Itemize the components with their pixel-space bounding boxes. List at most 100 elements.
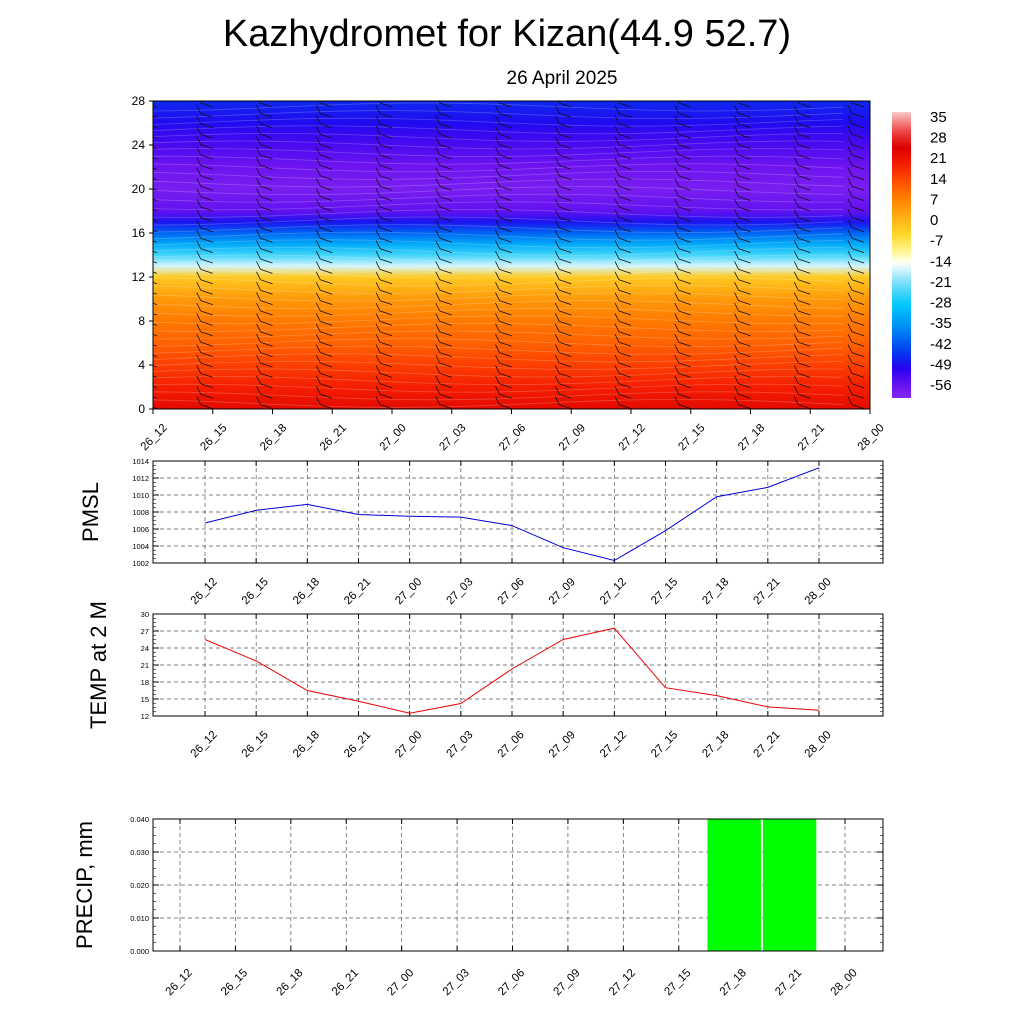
- wind-barb-flag: [315, 292, 321, 301]
- wind-barb-flag: [196, 146, 202, 156]
- ytick-label: 1014: [132, 457, 149, 466]
- wind-barb-flag: [674, 188, 680, 197]
- wind-barb: [851, 154, 865, 160]
- wind-barb-flag: [554, 334, 560, 343]
- wind-barb-flag: [378, 101, 381, 104]
- wind-barb-flag: [674, 126, 680, 135]
- wind-barb-flag: [793, 250, 799, 260]
- wind-barb: [200, 373, 213, 378]
- wind-barb: [320, 331, 333, 337]
- wind-barb-flag: [674, 219, 680, 228]
- heatmap-xtick-label: 28_00: [856, 422, 887, 453]
- wind-barb-flag: [847, 375, 853, 384]
- wind-barb: [618, 393, 632, 399]
- precip-bar: [762, 819, 817, 951]
- wind-barb-flag: [435, 282, 441, 291]
- wind-barb: [200, 383, 213, 389]
- wind-barb-flag: [793, 157, 799, 166]
- colorbar-label: -56: [930, 377, 952, 394]
- wind-barb: [200, 237, 213, 243]
- ytick-label: 24: [141, 644, 149, 653]
- xtick-label: 27_06: [496, 967, 527, 998]
- wind-barb-flag: [495, 167, 500, 176]
- wind-barb: [320, 175, 333, 181]
- wind-barb: [260, 113, 273, 118]
- ytick-label: 1006: [132, 525, 149, 534]
- wind-barb: [618, 196, 632, 201]
- y-axis-title: TEMP at 2 M: [86, 601, 111, 729]
- wind-barb-flag: [435, 188, 441, 197]
- wind-barb-flag: [196, 354, 202, 364]
- wind-barb-flag: [196, 344, 202, 353]
- wind-barb: [320, 185, 333, 191]
- wind-barb: [738, 248, 751, 253]
- wind-barb: [618, 321, 632, 326]
- wind-barb-flag: [141, 261, 145, 269]
- wind-barb-flag: [674, 178, 680, 187]
- wind-barb-flag: [435, 167, 441, 176]
- wind-barb: [678, 352, 691, 357]
- xtick-label: 27_00: [385, 967, 416, 998]
- wind-barb: [320, 404, 333, 409]
- heatmap-ytick-label: 20: [132, 182, 146, 196]
- wind-barb-flag: [315, 146, 321, 156]
- wind-barb: [678, 383, 691, 389]
- wind-barb: [439, 237, 452, 243]
- xtick-label: 27_12: [598, 576, 629, 607]
- wind-barb-flag: [674, 157, 680, 166]
- cross-section-panel: 0 4 8 12 16 20 24 28 26_12 26_15 26_18 26_21 27_00 27…: [132, 94, 887, 453]
- isoline: [153, 353, 844, 363]
- wind-barb-flag: [734, 115, 739, 124]
- wind-barb: [153, 302, 158, 305]
- wind-barb: [200, 248, 213, 253]
- xtick-label: 26_21: [342, 729, 373, 760]
- wind-barb: [738, 217, 751, 222]
- wind-barb: [738, 393, 751, 399]
- xtick-label: 27_15: [649, 729, 680, 760]
- wind-barb-flag: [256, 344, 261, 353]
- wind-barb: [320, 217, 333, 222]
- wind-barb-flag: [256, 396, 261, 405]
- wind-barb-flag: [315, 209, 321, 218]
- wind-barb-flag: [375, 344, 381, 353]
- wind-barb: [499, 248, 512, 253]
- wind-barb: [379, 185, 393, 191]
- wind-barb: [678, 321, 691, 326]
- heatmap-xtick-label: 27_00: [378, 422, 409, 453]
- xtick-label: 26_18: [291, 729, 322, 760]
- wind-barb-flag: [674, 386, 680, 395]
- wind-barb: [379, 352, 393, 357]
- heatmap-xtick-label: 27_06: [497, 422, 528, 453]
- wind-barb-flag: [256, 334, 261, 343]
- wind-barb: [738, 341, 751, 347]
- wind-barb-flag: [495, 313, 500, 322]
- wind-barb-flag: [614, 365, 620, 374]
- wind-barb: [499, 185, 512, 191]
- xtick-label: 27_12: [598, 729, 629, 760]
- isoline: [153, 330, 844, 340]
- wind-barb-flag: [438, 101, 441, 104]
- wind-barb: [618, 154, 632, 160]
- wind-barb: [559, 227, 572, 233]
- wind-barb-flag: [614, 188, 620, 197]
- wind-barb-flag: [793, 105, 799, 114]
- wind-barb-flag: [375, 157, 381, 166]
- wind-barb: [153, 105, 158, 108]
- precip-bar: [707, 819, 761, 951]
- wind-barb-flag: [141, 199, 145, 207]
- wind-barb-flag: [315, 396, 321, 405]
- wind-barb-flag: [614, 240, 620, 249]
- wind-barb: [153, 219, 158, 222]
- wind-barb: [798, 248, 811, 253]
- wind-barb: [200, 362, 213, 368]
- wind-barb-flag: [554, 198, 560, 208]
- wind-barb-flag: [435, 136, 441, 145]
- wind-barb: [439, 373, 452, 378]
- wind-barb-flag: [614, 136, 620, 145]
- isoline: [153, 148, 844, 158]
- wind-barb: [678, 154, 691, 160]
- wind-barb-flag: [495, 386, 500, 395]
- wind-barb: [320, 165, 333, 170]
- wind-barb: [851, 217, 865, 222]
- wind-barb-flag: [847, 230, 853, 239]
